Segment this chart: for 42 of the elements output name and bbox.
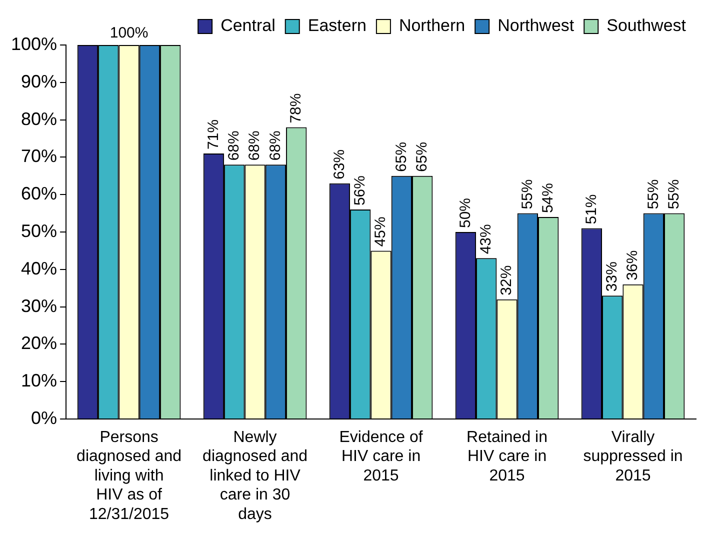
y-tick-label: 100% [10,34,58,54]
x-tick-label: Persons diagnosed and living with HIV as of 12/31/2015 [76,429,182,523]
legend-label: Northwest [498,16,574,36]
data-label: 43% [477,224,494,254]
x-tick-label: Retained in HIV care in 2015 [466,429,548,484]
y-tick-label: 90% [21,71,58,92]
y-tick-label: 20% [21,333,58,354]
y-tick-label: 30% [21,296,58,316]
y-tick-label: 40% [21,258,58,278]
y-tick-label: 80% [21,108,58,129]
legend-label: Southwest [606,16,686,36]
data-label: 68% [226,130,243,161]
data-label: 100% [110,24,148,42]
data-label: 68% [246,130,264,161]
y-tick-label: 10% [21,370,58,391]
data-label: 51% [582,194,600,224]
data-label: 65% [392,142,410,172]
legend-label: Eastern [308,16,366,36]
y-tick-label: 50% [21,220,58,241]
data-label: 55% [665,179,682,210]
x-tick-label: Evidence of HIV care in 2015 [339,429,424,484]
data-label: 36% [624,250,642,280]
y-tick-label: 70% [21,146,58,166]
y-tick-label: 60% [21,184,58,204]
data-label: 63% [330,149,348,180]
data-label: 32% [498,265,516,296]
data-label: 55% [518,179,536,210]
data-label: 65% [413,142,430,172]
data-label: 54% [539,183,556,214]
data-label: 33% [603,262,620,292]
y-tick-label: 0% [31,408,58,428]
legend-label: Northern [398,16,466,36]
x-tick-label: Newly diagnosed and linked to HIV care in 30 days [202,429,308,523]
x-tick-label: Virally suppressed in 2015 [583,429,683,484]
data-label: 68% [266,130,284,161]
data-label: 56% [351,176,368,206]
data-label: 71% [204,119,222,150]
data-label: 50% [456,198,474,228]
data-label: 78% [287,93,304,124]
data-label: 45% [372,216,390,247]
data-label: 55% [644,179,662,210]
legend-label: Central [220,16,276,36]
